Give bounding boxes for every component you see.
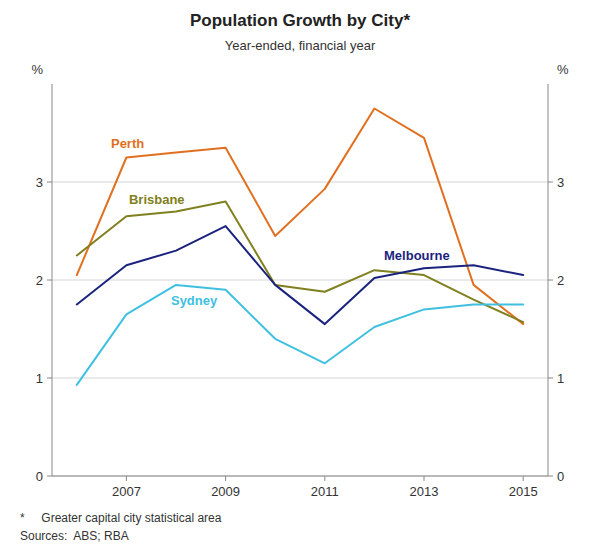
footnote: * Greater capital city statistical area xyxy=(20,511,222,525)
y2-tick xyxy=(548,182,553,183)
y-tick xyxy=(47,280,52,281)
y2-tick xyxy=(548,280,553,281)
x-tick-label: 2011 xyxy=(311,484,339,499)
series-line xyxy=(77,226,523,324)
x-tick-label: 2009 xyxy=(211,484,240,499)
y-tick-label: 1 xyxy=(36,371,43,386)
x-tick xyxy=(126,476,127,481)
subtitle: Year-ended, financial year xyxy=(225,38,376,53)
y-tick xyxy=(47,476,52,477)
y-tick-label: 2 xyxy=(36,273,43,288)
y2-tick-label: 0 xyxy=(557,469,564,484)
footnote: Sources: ABS; RBA xyxy=(20,529,129,543)
series-label: Brisbane xyxy=(129,192,185,207)
y-tick-label: 3 xyxy=(36,175,43,190)
grid-line xyxy=(52,378,548,379)
title: Population Growth by City* xyxy=(190,11,410,30)
series-labels: Perth Brisbane Melbourne Sydney xyxy=(111,136,450,308)
y2-tick-label: 2 xyxy=(557,273,564,288)
y2-axis-label: % xyxy=(557,62,569,77)
x-tick-label: 2015 xyxy=(509,484,538,499)
grid xyxy=(52,182,548,476)
y-tick xyxy=(47,378,52,379)
series-label: Perth xyxy=(111,136,144,151)
chart: Population Growth by City* Year-ended, fi… xyxy=(0,0,600,558)
series-label: Melbourne xyxy=(384,248,450,263)
x-tick-label: 2007 xyxy=(112,484,141,499)
series-label: Sydney xyxy=(171,293,218,308)
x-tick xyxy=(225,476,226,481)
series-line xyxy=(77,109,523,325)
lines xyxy=(77,109,523,385)
y2-tick xyxy=(548,476,553,477)
grid-line xyxy=(52,280,548,281)
y2-tick-label: 1 xyxy=(557,371,564,386)
x-tick-label: 2013 xyxy=(410,484,439,499)
grid-line xyxy=(52,182,548,183)
y-tick-label: 0 xyxy=(36,469,43,484)
series-line xyxy=(77,285,523,385)
y2-tick-label: 3 xyxy=(557,175,564,190)
y2-tick xyxy=(548,378,553,379)
y-axis-label: % xyxy=(31,62,43,77)
axes: 2007 2009 2011 2013 2015 0 1 2 3 0 1 2 3 xyxy=(36,84,564,499)
y-tick xyxy=(47,182,52,183)
x-tick xyxy=(324,476,325,481)
x-tick xyxy=(523,476,524,481)
x-tick xyxy=(424,476,425,481)
